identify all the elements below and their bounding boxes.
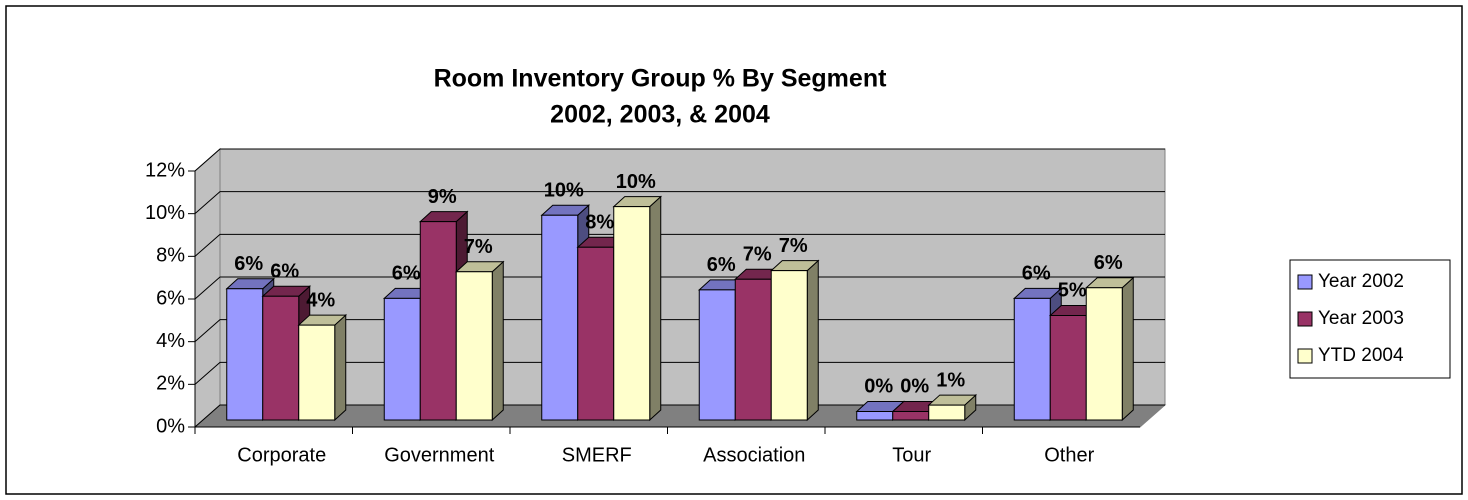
x-tick-label: Tour xyxy=(892,444,931,466)
value-label: 6% xyxy=(707,254,736,276)
bar-front xyxy=(1085,287,1123,421)
value-label: 1% xyxy=(936,369,965,391)
bar-side xyxy=(1121,276,1134,422)
bar-front xyxy=(770,270,808,421)
value-label: 4% xyxy=(306,289,335,311)
value-label: 7% xyxy=(779,235,808,257)
bar-front xyxy=(577,246,615,421)
grid-line xyxy=(194,276,1165,300)
value-label: 8% xyxy=(585,211,614,233)
grid-line xyxy=(194,319,1165,343)
grid-line xyxy=(194,148,1165,172)
grid-line xyxy=(194,404,1165,428)
grid-line xyxy=(194,233,1165,257)
bar-side xyxy=(334,313,347,422)
bar-front xyxy=(383,297,421,421)
value-label: 6% xyxy=(270,261,299,283)
bar xyxy=(769,259,820,422)
bar-front xyxy=(262,295,300,421)
legend-label: Year 2003 xyxy=(1318,308,1404,329)
value-label: 9% xyxy=(428,186,457,208)
value-label: 10% xyxy=(544,179,584,201)
legend-box xyxy=(1289,259,1451,379)
bar xyxy=(297,313,348,422)
y-tick-label: 4% xyxy=(156,330,185,352)
y-tick-label: 8% xyxy=(156,245,185,267)
y-tick-label: 0% xyxy=(156,415,185,437)
x-tick-label: Government xyxy=(384,444,494,466)
grid-line xyxy=(194,191,1165,215)
grid-line xyxy=(194,361,1165,385)
bar xyxy=(612,195,663,422)
value-label: 6% xyxy=(234,253,263,275)
bar xyxy=(454,260,505,422)
bar-front xyxy=(856,410,894,421)
legend-swatch xyxy=(1297,274,1313,290)
bar-side xyxy=(649,195,662,422)
bar xyxy=(927,393,978,422)
bar-front xyxy=(541,214,579,421)
bar-side xyxy=(491,260,504,422)
value-label: 6% xyxy=(1094,252,1123,274)
value-label: 6% xyxy=(1022,263,1051,285)
bar-front xyxy=(928,404,966,421)
x-tick-label: Corporate xyxy=(237,444,326,466)
y-tick-label: 10% xyxy=(145,202,185,224)
legend-swatch xyxy=(1297,311,1313,327)
legend-swatch xyxy=(1297,348,1313,364)
bar-front xyxy=(1049,314,1087,421)
bar-front xyxy=(455,271,493,421)
chart-subtitle: 2002, 2003, & 2004 xyxy=(550,101,770,129)
x-tick-label: Other xyxy=(1044,444,1094,466)
bar-front xyxy=(226,288,264,421)
legend-label: Year 2002 xyxy=(1318,271,1404,292)
bar-front xyxy=(734,278,772,421)
bar xyxy=(1084,276,1135,422)
y-tick-label: 2% xyxy=(156,373,185,395)
value-label: 7% xyxy=(743,243,772,265)
bar-front xyxy=(419,221,457,421)
value-label: 6% xyxy=(392,263,421,285)
legend-label: YTD 2004 xyxy=(1318,345,1404,366)
bar-front xyxy=(298,324,336,421)
value-label: 7% xyxy=(464,236,493,258)
value-label: 10% xyxy=(616,171,656,193)
bar-front xyxy=(613,206,651,421)
x-tick-label: Association xyxy=(703,444,805,466)
bar-front xyxy=(1013,297,1051,421)
bar-front xyxy=(892,410,930,421)
bar-side xyxy=(806,259,819,422)
y-tick-label: 12% xyxy=(145,159,185,181)
value-label: 0% xyxy=(864,376,893,398)
value-label: 0% xyxy=(900,376,929,398)
value-label: 5% xyxy=(1058,280,1087,302)
x-tick-label: SMERF xyxy=(562,444,632,466)
chart-title: Room Inventory Group % By Segment xyxy=(434,65,888,93)
y-tick-label: 6% xyxy=(156,287,185,309)
bar-front xyxy=(698,289,736,421)
